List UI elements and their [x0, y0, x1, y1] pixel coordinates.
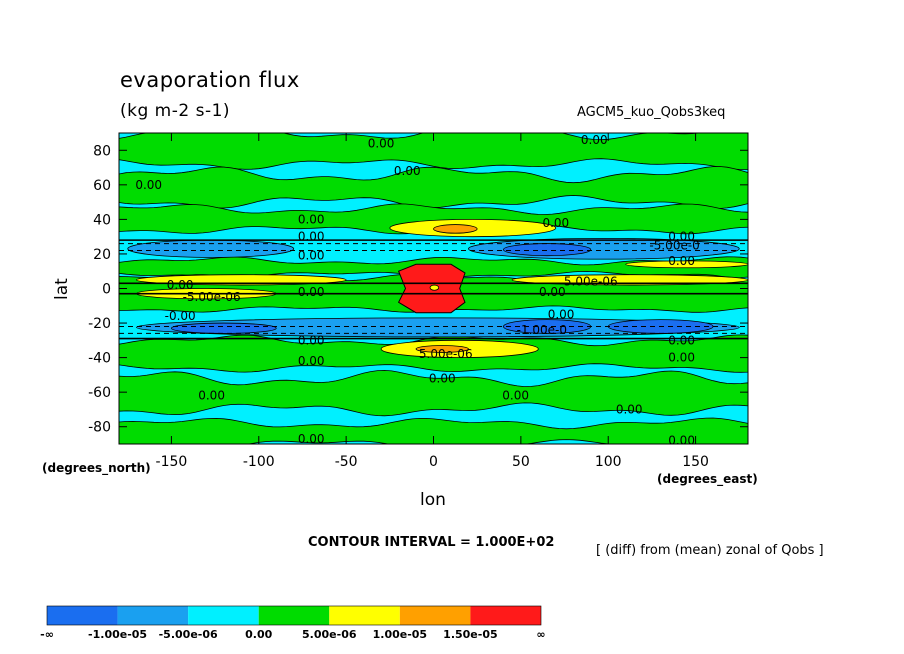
contour-label-24: 0.00	[429, 371, 456, 385]
blob-orange-north	[433, 224, 478, 234]
y-tick-label-40: 40	[93, 212, 111, 228]
x-axis-title: lon	[420, 490, 446, 510]
colorbar-swatch-5	[399, 606, 471, 625]
y-tick-label-20: 20	[93, 247, 111, 263]
y-axis-units: (degrees_north)	[42, 461, 151, 475]
blob-yellow-ne	[625, 260, 748, 269]
contour-label-15: -5.00e-06	[183, 290, 241, 304]
colorbar-label-1: -1.00e-05	[88, 628, 147, 641]
band-positive-north-subtrop	[119, 203, 748, 235]
colorbar-swatch-2	[188, 606, 259, 625]
diff-note: [ (diff) from (mean) zonal of Qobs ]	[596, 543, 824, 558]
colorbar-swatch-3	[258, 606, 330, 625]
contour-label-14: 0.00	[539, 285, 566, 299]
colorbar-label-4: 5.00e-06	[302, 628, 357, 641]
contour-label-27: 0.00	[616, 402, 643, 416]
contour-label-8: -5.00e-0	[649, 238, 699, 252]
contour-label-5: 0.00	[542, 216, 569, 230]
y-tick-label-80: 80	[93, 143, 111, 159]
contour-label-13: 0.00	[298, 285, 325, 299]
colorbar-label-6: 1.50e-05	[443, 628, 497, 641]
central-core	[429, 284, 440, 291]
contour-label-4: 0.00	[298, 212, 325, 226]
contour-label-23: 0.00	[668, 351, 695, 365]
x-tick-label-50: 50	[512, 454, 530, 470]
y-tick-label--80: -80	[88, 420, 111, 436]
contour-label-25: 0.00	[198, 389, 225, 403]
run-name: AGCM5_kuo_Qobs3keq	[577, 105, 726, 120]
contour-label-17: -0.00	[165, 309, 196, 323]
y-tick-label--40: -40	[88, 351, 111, 367]
x-tick-label--50: -50	[335, 454, 358, 470]
colorbar-label-0: -∞	[40, 628, 54, 641]
contour-label-28: 0.00	[298, 432, 325, 446]
blob-strong-neg-sw	[171, 322, 277, 334]
contour-label-11: 5.00e-06	[564, 275, 618, 289]
colorbar-frame	[46, 605, 542, 626]
y-axis-title: lat	[52, 278, 72, 300]
y-tick-label-0: 0	[102, 282, 111, 298]
contour-label-12: 0.00	[167, 278, 194, 292]
contour-label-29: 0.00	[668, 434, 695, 448]
x-tick-label--150: -150	[156, 454, 188, 470]
colorbar-label-2: -5.00e-06	[159, 628, 218, 641]
field-layer: 0.00 0.000.000.000.00 0.000.00 0.00-5.00e-0…	[119, 133, 748, 448]
contour-label-6: 0.00	[298, 230, 325, 244]
x-tick-label-100: 100	[595, 454, 622, 470]
contour-label-20: 0.00	[668, 333, 695, 347]
contour-label-22: 0.00	[298, 354, 325, 368]
y-tick-label--60: -60	[88, 385, 111, 401]
blob-yellow-equator-east	[511, 274, 748, 286]
colorbar-label-5: 1.00e-05	[373, 628, 427, 641]
band-positive-north-mid	[119, 166, 748, 209]
contour-label-9: 0.00	[298, 249, 325, 263]
contour-label-19: 0.00	[298, 333, 325, 347]
contour-label-7: 0.00	[668, 230, 695, 244]
contour-label-26: 0.00	[502, 389, 529, 403]
x-tick-label-150: 150	[682, 454, 709, 470]
y-tick-label--20: -20	[88, 316, 111, 332]
chart-units: (kg m-2 s-1)	[120, 101, 231, 121]
contour-label-21: 5.00e-06	[419, 347, 473, 361]
contour-label-16: 0.00	[548, 307, 575, 321]
contour-label-18: -1.00e-0	[517, 323, 567, 337]
contour-label-3: 0.00	[135, 178, 162, 192]
colorbar-swatch-4	[329, 606, 400, 625]
colorbar-swatch-1	[117, 606, 189, 625]
blob-orange-south	[415, 345, 469, 353]
contour-label-1: 0.00	[581, 133, 608, 147]
y-tick-label-60: 60	[93, 178, 111, 194]
blob-neg-south	[136, 317, 740, 338]
contour-label-2: 0.00	[394, 164, 421, 178]
blob-neg-nw	[127, 239, 295, 258]
colorbar-label-3: 0.00	[245, 628, 272, 641]
contour-label-0: 0.00	[368, 136, 395, 150]
colorbar-swatch-0	[47, 606, 118, 625]
contour-label-10: 0.00	[668, 254, 695, 268]
blob-yellow-equator-west	[136, 274, 347, 286]
blob-strong-neg-ne	[502, 243, 592, 257]
chart-title: evaporation flux	[120, 68, 300, 92]
colorbar-label-7: ∞	[536, 628, 545, 641]
x-axis-units: (degrees_east)	[657, 472, 758, 486]
band-positive-south-mid	[119, 369, 748, 417]
colorbar-swatch-6	[470, 606, 541, 625]
x-tick-label--100: -100	[243, 454, 275, 470]
contour-interval: CONTOUR INTERVAL = 1.000E+02	[308, 535, 555, 550]
x-tick-label-0: 0	[429, 454, 438, 470]
band-positive-polar-south	[119, 417, 748, 444]
band-positive-polar-north	[119, 133, 748, 170]
